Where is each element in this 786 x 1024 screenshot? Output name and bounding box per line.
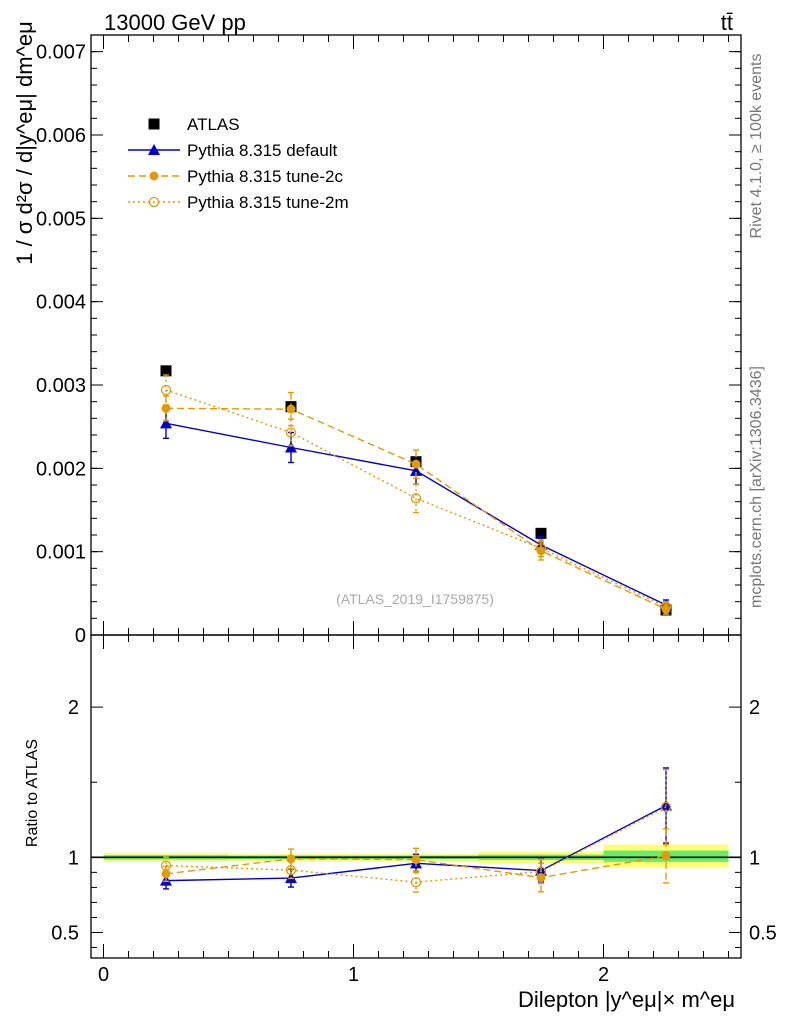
legend-label-default: Pythia 8.315 default bbox=[187, 141, 338, 160]
xtick-label-0: 0 bbox=[98, 964, 109, 986]
main-ytick-label-6: 0.006 bbox=[36, 125, 86, 147]
ratio-ytick-label-right-0: 0.5 bbox=[749, 922, 777, 944]
main-ytick-label-3: 0.003 bbox=[36, 375, 86, 397]
ratio-ytick-label-2: 2 bbox=[68, 697, 79, 719]
xtick-label-1: 1 bbox=[348, 964, 359, 986]
energy-label: 13000 GeV pp bbox=[104, 10, 246, 35]
x-axis-label: Dilepton |y^eμ|× m^eμ bbox=[518, 987, 735, 1012]
legend-label-tune2m: Pythia 8.315 tune-2m bbox=[187, 193, 349, 212]
legend-marker-default bbox=[148, 144, 160, 155]
ratio-point-tune2m-3 bbox=[535, 866, 547, 877]
ratio-frame bbox=[90, 634, 742, 959]
ratio-ytick-label-1: 1 bbox=[68, 847, 79, 869]
main-line-tune2c bbox=[165, 407, 667, 610]
main-point-tune2m-3 bbox=[535, 543, 547, 554]
rivet-label: Rivet 4.1.0, ≥ 100k events bbox=[748, 54, 765, 239]
main-point-tune2m-4 bbox=[660, 601, 672, 612]
main-point-tune2m-0 bbox=[160, 384, 172, 396]
mcplots-label: mcplots.cern.ch [arXiv:1306.3436] bbox=[748, 366, 765, 608]
ratio-point-tune2c-1 bbox=[286, 854, 296, 864]
ratio-ytick-label-0: 0.5 bbox=[51, 922, 79, 944]
main-point-data-0 bbox=[160, 365, 172, 377]
legend-marker-data bbox=[148, 118, 160, 130]
ratio-ylabel: Ratio to ATLAS bbox=[24, 739, 41, 847]
ratio-point-tune2c-2 bbox=[411, 855, 421, 865]
main-point-tune2c-2 bbox=[411, 459, 421, 469]
main-ytick-label-2: 0.002 bbox=[36, 458, 86, 480]
main-ytick-label-7: 0.007 bbox=[36, 42, 86, 64]
main-ytick-label-5: 0.005 bbox=[36, 208, 86, 230]
ratio-line-tune2c bbox=[165, 855, 667, 879]
ratio-line-tune2m bbox=[165, 806, 667, 883]
plot-layer: 0 0.001 0.002 0.003 0.004 0.005 0.006 0.007 0.5 0… bbox=[36, 34, 777, 986]
main-point-tune2c-1 bbox=[286, 404, 296, 414]
main-point-default-1 bbox=[285, 441, 297, 453]
main-point-tune2m-2 bbox=[410, 493, 422, 504]
legend-label-tune2c: Pythia 8.315 tune-2c bbox=[187, 167, 343, 186]
main-ytick-label-4: 0.004 bbox=[36, 292, 86, 314]
ratio-point-tune2m-4 bbox=[660, 801, 672, 813]
ratio-point-tune2m-1 bbox=[285, 864, 297, 876]
main-ytick-label-0: 0 bbox=[75, 625, 86, 647]
main-point-data-3 bbox=[535, 527, 547, 539]
process-label: tt̄ bbox=[721, 10, 733, 35]
ratio-point-tune2m-2 bbox=[410, 876, 422, 888]
analysis-watermark: (ATLAS_2019_I1759875) bbox=[336, 591, 494, 607]
main-point-tune2c-0 bbox=[161, 403, 171, 413]
ratio-point-tune2c-4 bbox=[661, 851, 671, 861]
main-ytick-label-1: 0.001 bbox=[36, 542, 86, 564]
legend-marker-tune2m bbox=[148, 196, 160, 208]
main-ylabel: 1 / σ d²σ / d|y^eμ| dm^eμ bbox=[12, 21, 37, 265]
main-point-tune2m-1 bbox=[285, 427, 297, 438]
ratio-ytick-label-right-1: 1 bbox=[749, 847, 760, 869]
ratio-ytick-label-right-2: 2 bbox=[749, 697, 760, 719]
main-point-default-2 bbox=[410, 464, 422, 476]
main-point-default-0 bbox=[160, 417, 172, 429]
xtick-label-2: 2 bbox=[598, 964, 609, 986]
legend-marker-tune2c bbox=[149, 171, 159, 181]
legend-label-data: ATLAS bbox=[187, 115, 240, 134]
ratio-point-tune2m-0 bbox=[160, 860, 172, 871]
